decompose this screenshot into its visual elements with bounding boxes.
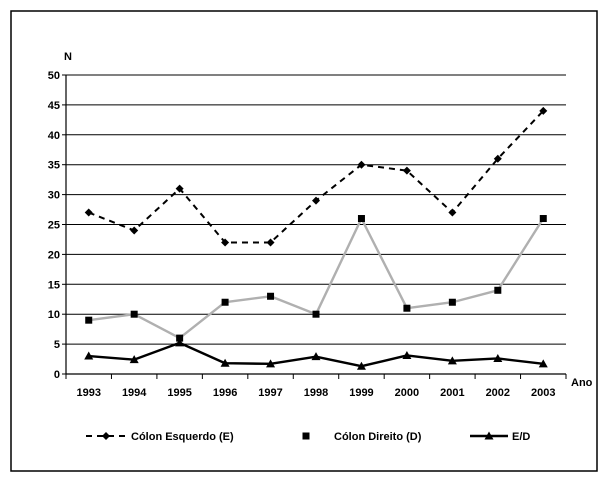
x-tick-label: 1997 [258,387,282,399]
legend-label-colon-esquerdo: Cólon Esquerdo (E) [131,431,234,443]
data-point [220,358,230,367]
y-tick-label: 0 [54,369,60,381]
data-point [221,238,230,247]
x-tick-label: 1994 [122,387,147,399]
data-point [539,106,548,115]
x-tick-label: 1998 [304,387,328,399]
legend-marker-colon-direito [302,432,310,440]
y-tick-label: 25 [48,220,60,232]
y-axis-label: N [64,51,72,63]
y-tick-label: 15 [48,279,60,291]
legend-marker-colon-esquerdo [102,432,110,440]
y-tick-label: 30 [48,190,60,202]
legend-label-ed: E/D [512,431,530,443]
data-point [266,359,276,368]
gridlines [66,74,566,345]
legend-marker-ed [484,431,494,440]
series-layer [84,106,548,370]
x-tick-labels: 1993 1994 1995 1996 1997 1998 1999 2000 2001 2002… [76,387,555,399]
data-point [356,361,366,370]
chart-border [10,10,598,472]
data-point [538,359,548,368]
data-point [448,298,456,306]
data-point [175,338,185,347]
x-tick-label: 1995 [167,387,191,399]
y-tick-label: 5 [54,339,60,351]
data-point [312,310,320,318]
data-point [267,292,275,300]
data-point [539,215,547,223]
y-tick-label: 10 [48,309,60,321]
data-point [84,351,94,360]
x-tick-label: 1999 [349,387,373,399]
data-point [85,316,93,324]
data-point [402,350,412,359]
axes [62,74,567,379]
x-axis-label: Ano [571,377,593,389]
data-point [357,160,366,169]
data-point [311,352,321,361]
y-tick-labels: 0 5 10 15 20 25 30 35 40 45 50 [48,70,60,381]
x-tick-label: 2002 [486,387,510,399]
y-tick-label: 20 [48,249,60,261]
data-point [129,355,139,364]
data-point [266,238,275,247]
data-point [447,356,457,365]
data-point [493,154,502,163]
y-tick-label: 35 [48,160,60,172]
data-point [448,208,457,217]
data-point [221,298,229,306]
data-point [402,166,411,175]
data-point [175,184,184,193]
legend-label-colon-direito: Cólon Direito (D) [334,431,422,443]
data-point [130,310,138,318]
data-point [493,353,503,362]
x-tick-label: 2000 [395,387,419,399]
legend: Cólon Esquerdo (E) Cólon Direito (D) E/D [86,431,530,443]
x-tick-label: 1996 [213,387,237,399]
x-tick-label: 2001 [440,387,464,399]
data-point [312,196,320,205]
x-tick-label: 2003 [531,387,555,399]
data-point [176,334,184,342]
y-tick-label: 45 [48,100,60,112]
data-point [494,286,502,294]
data-point [130,226,139,235]
y-tick-label: 50 [48,70,60,82]
x-tick-label: 1993 [76,387,100,399]
data-point [357,215,365,223]
data-point [403,304,411,312]
data-point [84,208,93,217]
y-tick-label: 40 [48,130,60,142]
